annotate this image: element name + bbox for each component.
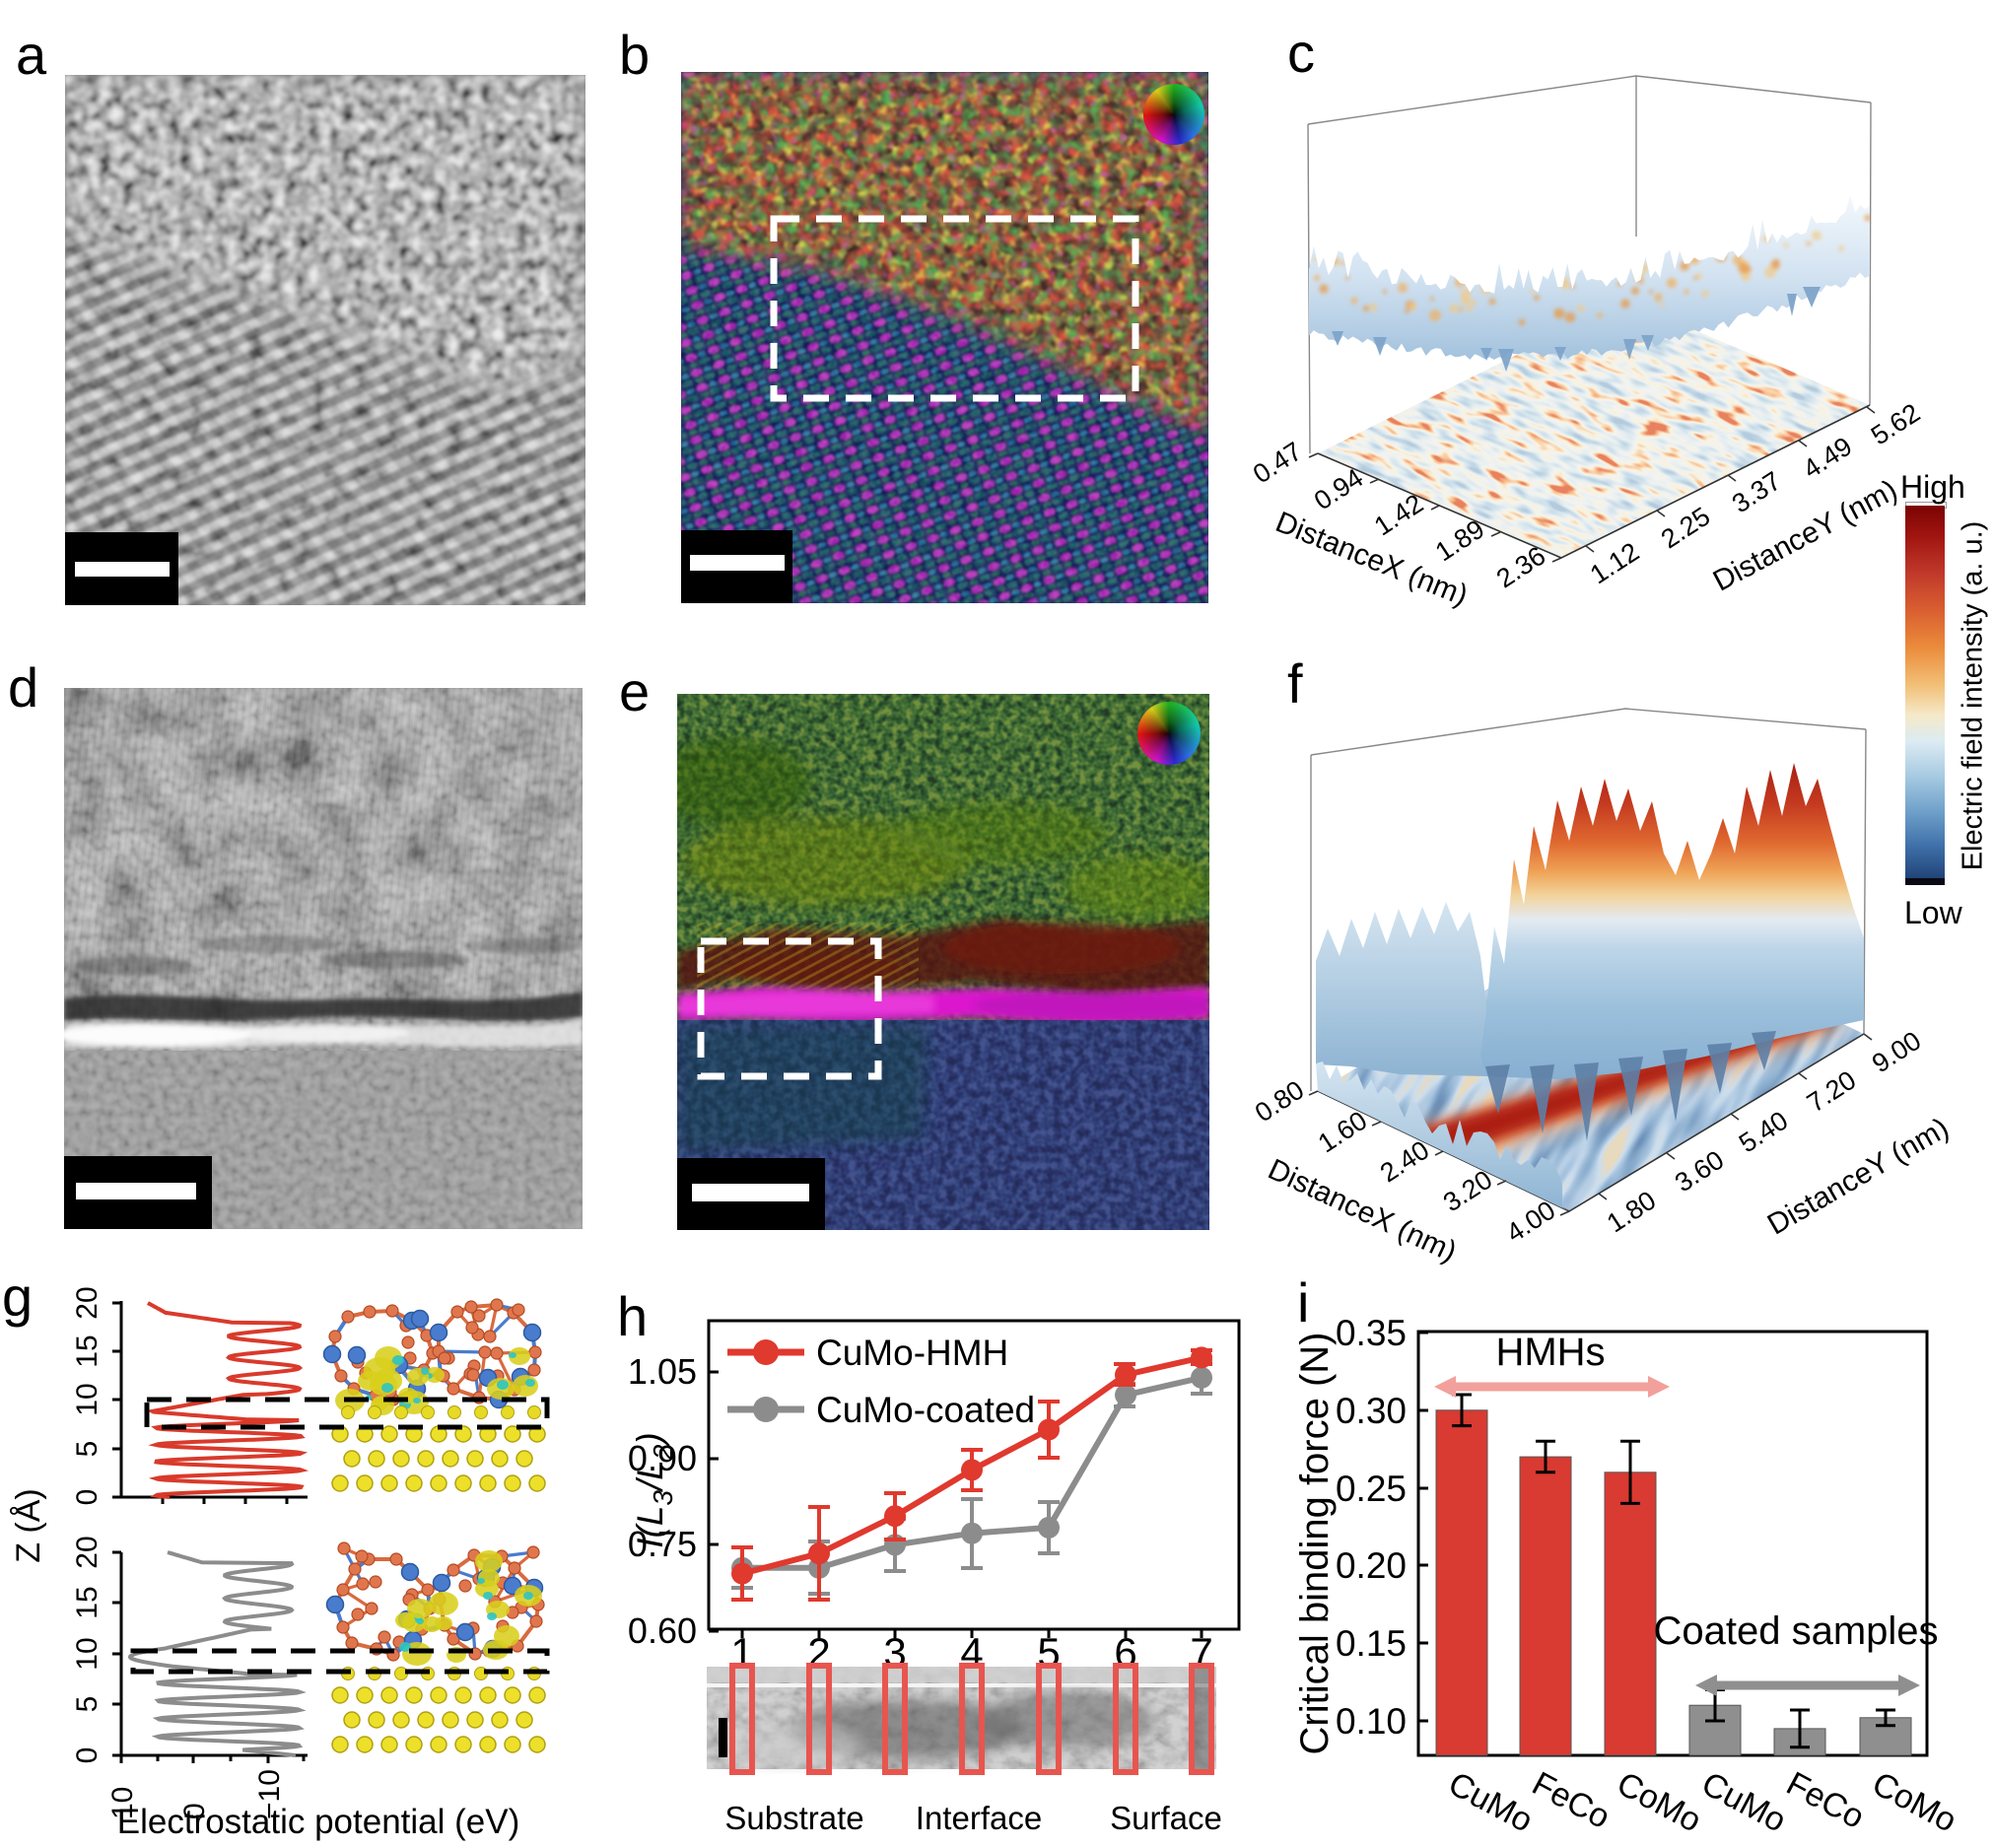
svg-text:0: 0 xyxy=(71,1747,103,1764)
svg-text:Surface: Surface xyxy=(1110,1800,1222,1836)
svg-text:0.30: 0.30 xyxy=(1336,1391,1407,1431)
svg-text:20: 20 xyxy=(71,1536,103,1568)
svg-text:1.05: 1.05 xyxy=(628,1351,697,1392)
svg-text:9.00: 9.00 xyxy=(1867,1026,1926,1079)
svg-text:0.80: 0.80 xyxy=(1250,1075,1309,1129)
svg-text:FeCo: FeCo xyxy=(1526,1765,1616,1837)
svg-text:FeCo: FeCo xyxy=(1780,1765,1870,1837)
svg-text:0.60: 0.60 xyxy=(628,1610,697,1651)
svg-text:10: 10 xyxy=(71,1637,103,1670)
svg-text:4.49: 4.49 xyxy=(1798,432,1857,485)
svg-text:2.25: 2.25 xyxy=(1656,502,1715,555)
svg-text:Critical binding force (N): Critical binding force (N) xyxy=(1293,1332,1337,1754)
svg-text:Z (Å): Z (Å) xyxy=(10,1488,47,1563)
svg-text:0.25: 0.25 xyxy=(1336,1469,1407,1509)
svg-text:−10: −10 xyxy=(253,1769,286,1819)
svg-text:CuMo: CuMo xyxy=(1442,1765,1539,1840)
svg-text:CuMo-coated: CuMo-coated xyxy=(816,1390,1035,1430)
svg-text:0.47: 0.47 xyxy=(1248,437,1307,490)
svg-text:Coated samples: Coated samples xyxy=(1653,1609,1938,1653)
svg-text:1.80: 1.80 xyxy=(1602,1186,1661,1239)
svg-text:5.62: 5.62 xyxy=(1866,398,1925,451)
svg-text:3.37: 3.37 xyxy=(1727,466,1786,519)
svg-text:0.10: 0.10 xyxy=(1336,1701,1407,1742)
svg-text:HMHs: HMHs xyxy=(1495,1331,1605,1374)
svg-text:1.12: 1.12 xyxy=(1585,537,1644,590)
svg-text:15: 15 xyxy=(71,1335,103,1367)
svg-text:0.35: 0.35 xyxy=(1336,1313,1407,1353)
svg-text:5.40: 5.40 xyxy=(1734,1106,1793,1159)
svg-text:CuMo: CuMo xyxy=(1695,1765,1792,1840)
svg-text:10: 10 xyxy=(106,1787,139,1819)
svg-text:DistanceX (nm): DistanceX (nm) xyxy=(1263,1153,1461,1268)
svg-text:0.15: 0.15 xyxy=(1336,1623,1407,1664)
svg-text:7.20: 7.20 xyxy=(1802,1065,1861,1119)
svg-text:5: 5 xyxy=(71,1441,103,1458)
svg-text:Substrate: Substrate xyxy=(724,1800,863,1836)
svg-text:CoMo: CoMo xyxy=(1866,1765,1962,1840)
svg-text:0.75: 0.75 xyxy=(628,1524,697,1564)
svg-text:CuMo-HMH: CuMo-HMH xyxy=(816,1333,1008,1373)
svg-text:10: 10 xyxy=(71,1383,103,1415)
svg-text:3.60: 3.60 xyxy=(1670,1145,1729,1198)
svg-text:0: 0 xyxy=(71,1489,103,1506)
svg-text:0.90: 0.90 xyxy=(628,1438,697,1478)
svg-text:0: 0 xyxy=(178,1803,211,1819)
svg-text:Interface: Interface xyxy=(916,1800,1042,1836)
svg-text:Electrostatic potential (eV): Electrostatic potential (eV) xyxy=(117,1803,520,1841)
svg-text:15: 15 xyxy=(71,1586,103,1618)
svg-text:0.20: 0.20 xyxy=(1336,1545,1407,1586)
svg-text:5: 5 xyxy=(71,1696,103,1713)
svg-text:20: 20 xyxy=(71,1286,103,1319)
svg-text:CoMo: CoMo xyxy=(1611,1765,1707,1840)
